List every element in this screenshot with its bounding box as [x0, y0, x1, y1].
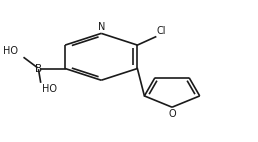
Text: B: B — [35, 63, 42, 74]
Text: N: N — [98, 22, 106, 32]
Text: O: O — [168, 109, 176, 119]
Text: HO: HO — [42, 84, 57, 94]
Text: HO: HO — [3, 46, 18, 56]
Text: Cl: Cl — [157, 26, 166, 36]
